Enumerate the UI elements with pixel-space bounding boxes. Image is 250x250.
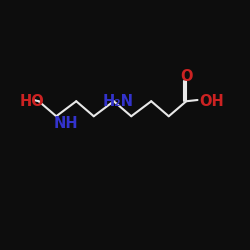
Text: H₂N: H₂N (103, 94, 134, 109)
Text: OH: OH (199, 94, 224, 109)
Text: O: O (180, 69, 192, 84)
Text: NH: NH (54, 116, 78, 130)
Text: HO: HO (20, 94, 45, 109)
